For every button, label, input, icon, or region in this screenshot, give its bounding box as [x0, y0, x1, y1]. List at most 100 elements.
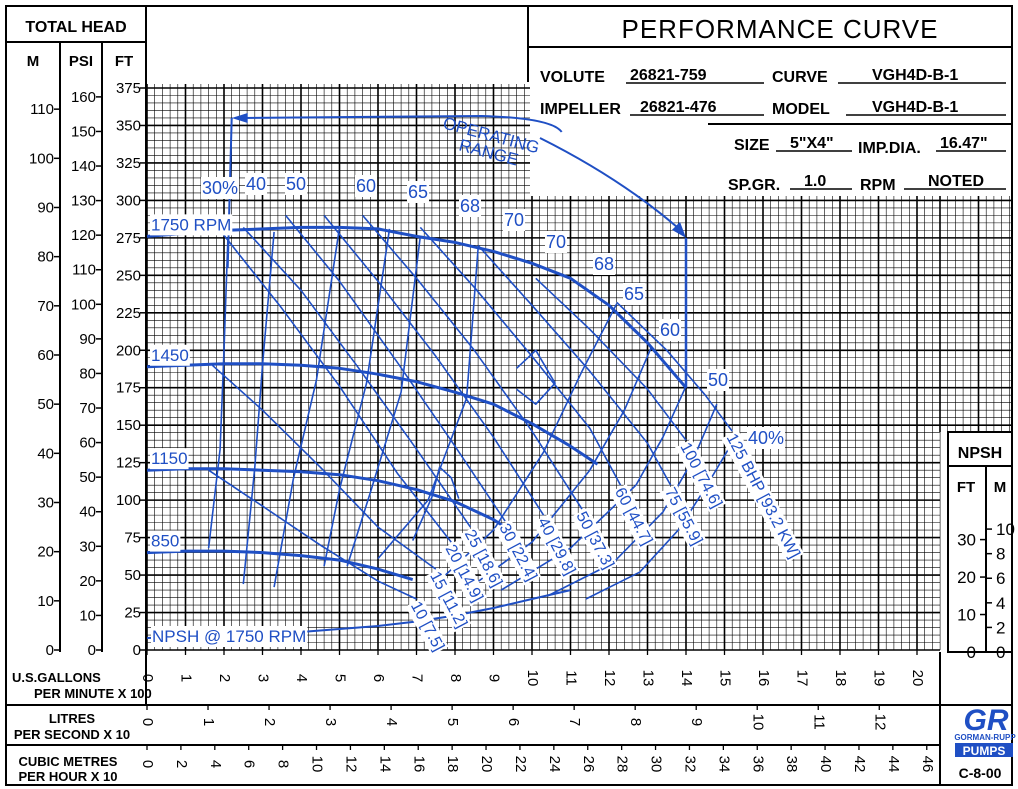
bhp-line-label: 60 [44.7] [611, 485, 655, 548]
gpm-scale-tick: 5 [332, 674, 349, 682]
impeller-label: IMPELLER [540, 101, 621, 118]
m-scale-tick: 110 [30, 101, 54, 118]
left-scale-frame [5, 5, 1013, 786]
scale-gpm: 0 1 2 3 4 5 6 7 8 9 10 11 12 13 14 15 16 17 18 19 20 [139, 650, 926, 686]
usgal-label-1: U.S.GALLONS [12, 670, 101, 685]
efficiency-curve-label: 68 [594, 254, 614, 274]
gpm-scale-tick: 16 [755, 670, 772, 687]
lps-scale-tick: 3 [322, 718, 339, 726]
efficiency-curve [547, 403, 718, 597]
m3h-scale-tick: 18 [444, 756, 461, 773]
curve-value: VGH4D-B-1 [872, 67, 958, 84]
ft-scale-tick: 325 [116, 155, 141, 172]
npsh-box [947, 431, 1013, 653]
volute-label: VOLUTE [540, 69, 605, 86]
npsh-curve-label: NPSH @ 1750 RPM [152, 627, 306, 646]
lps-scale-tick: 5 [444, 718, 461, 726]
head-curve-label: 1750 RPM [151, 215, 231, 234]
ft-scale-tick: 50 [124, 567, 141, 584]
m-scale-tick: 80 [37, 249, 54, 266]
ft-scale-tick: 150 [116, 417, 141, 434]
operating-range-arrow-left [241, 114, 563, 133]
npsh-ft-label: FT [957, 479, 975, 496]
m3h-scale-tick: 8 [275, 760, 292, 768]
m3h-scale-tick: 0 [139, 760, 156, 768]
npsh-m-tick: 4 [996, 594, 1005, 613]
m3h-scale-tick: 26 [580, 756, 597, 773]
efficiency-curve-label: 50 [286, 174, 306, 194]
bhp-line [208, 469, 417, 600]
ft-scale-tick: 225 [116, 305, 141, 322]
cubic-label-1: CUBIC METRES [19, 754, 118, 769]
bhp-line [219, 229, 452, 543]
psi-scale-tick: 20 [79, 573, 96, 590]
lps-scale-tick: 10 [749, 714, 766, 731]
m3h-scale-tick: 22 [512, 756, 529, 773]
ft-scale-tick: 125 [116, 455, 141, 472]
npsh-m-tick: 0 [996, 643, 1005, 662]
ft-scale-tick: 75 [124, 530, 141, 547]
m3h-scale-tick: 14 [376, 756, 393, 773]
m-scale-tick: 10 [37, 593, 54, 610]
ft-scale-tick: 350 [116, 117, 141, 134]
m-scale-tick: 0 [46, 642, 54, 659]
ft-scale-tick: 375 [116, 80, 141, 97]
impdia-value: 16.47" [940, 135, 988, 152]
lps-scale-tick: 4 [383, 718, 400, 726]
m-scale-tick: 50 [37, 396, 54, 413]
m3h-scale-tick: 24 [546, 756, 563, 773]
gpm-scale-tick: 20 [909, 670, 926, 687]
m3h-scale-tick: 44 [885, 756, 902, 773]
head-curve [146, 467, 506, 529]
unit-m-label: M [27, 53, 40, 70]
npsh-m-tick: 8 [996, 545, 1005, 564]
psi-scale-tick: 10 [79, 607, 96, 624]
npsh-m-tick: 6 [996, 569, 1005, 588]
lps-scale-tick: 6 [505, 718, 522, 726]
efficiency-curve-label: 70 [546, 232, 566, 252]
psi-scale-tick: 90 [79, 331, 96, 348]
psi-scale-tick: 50 [79, 469, 96, 486]
gpm-scale-tick: 3 [255, 674, 272, 682]
psi-scale-tick: 110 [72, 262, 96, 279]
ft-scale-tick: 250 [116, 267, 141, 284]
lps-scale-tick: 11 [810, 714, 827, 730]
head-curve [146, 225, 688, 389]
model-value: VGH4D-B-1 [872, 99, 958, 116]
bhp-line [242, 226, 472, 528]
gpm-scale-tick: 8 [447, 674, 464, 682]
ft-scale-tick: 100 [116, 492, 141, 509]
gpm-scale-tick: 7 [409, 674, 426, 682]
efficiency-curve-label: 40 [246, 174, 266, 194]
m-scale-tick: 90 [37, 199, 54, 216]
m3h-scale-tick: 32 [681, 756, 698, 773]
chart-title: PERFORMANCE CURVE [621, 14, 938, 44]
gpm-scale-tick: 11 [563, 670, 580, 686]
gpm-scale-tick: 13 [640, 670, 657, 687]
lps-scale-tick: 7 [566, 718, 583, 726]
efficiency-curve-label: 30% [202, 178, 238, 198]
efficiency-curve [516, 349, 556, 405]
size-label: SIZE [734, 137, 770, 154]
m-scale-tick: 60 [37, 347, 54, 364]
doc-code: C-8-00 [959, 765, 1002, 781]
efficiency-curve-label: 60 [660, 320, 680, 340]
brand-name: GORMAN-RUPP [954, 733, 1016, 742]
efficiency-curve-label: 50 [708, 370, 728, 390]
ft-scale-tick: 175 [116, 380, 141, 397]
m3h-scale-tick: 4 [207, 760, 224, 768]
efficiency-curve-label: 40% [748, 428, 784, 448]
bhp-line-label: 75 [55.9] [661, 485, 705, 548]
lps-scale-tick: 8 [627, 718, 644, 726]
psi-scale-tick: 80 [79, 365, 96, 382]
m-scale-tick: 40 [37, 445, 54, 462]
gpm-scale-tick: 12 [601, 670, 618, 687]
impdia-label: IMP.DIA. [858, 140, 921, 157]
m-scale-tick: 100 [29, 150, 54, 167]
npsh-scale-ticks: 0 10 20 30 0 2 4 6 8 10 [957, 520, 1015, 662]
psi-scale-tick: 60 [79, 435, 96, 452]
m3h-scale-tick: 20 [478, 756, 495, 773]
ft-scale-tick: 200 [116, 342, 141, 359]
m3h-scale-tick: 10 [309, 756, 326, 773]
